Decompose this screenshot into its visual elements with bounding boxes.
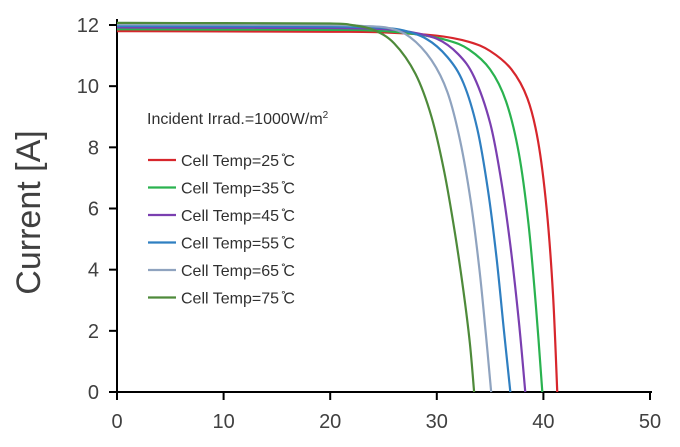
- y-tick-label: 0: [88, 382, 99, 404]
- x-tick-label: 0: [111, 411, 122, 433]
- axes: 0 10 20 30 40 50 0 2 4 6 8 10 12: [77, 15, 661, 433]
- x-tick-label: 40: [532, 411, 554, 433]
- legend-label-2: Cell Temp=35 ̊C: [181, 181, 295, 198]
- irradiance-annotation: Incident Irrad.=1000W/m2: [147, 110, 329, 128]
- y-tick-label: 2: [88, 321, 99, 343]
- y-tick-label: 4: [88, 260, 99, 282]
- x-tick-label: 20: [319, 411, 341, 433]
- x-tick-label: 50: [639, 411, 661, 433]
- legend-label-4: Cell Temp=55 ̊C: [181, 236, 295, 253]
- y-tick-label: 12: [77, 15, 99, 37]
- series-line-1: [116, 30, 559, 393]
- legend-label-3: Cell Temp=45 ̊C: [181, 208, 295, 225]
- legend: Cell Temp=25 ̊C Cell Temp=35 ̊C Cell Temp=…: [148, 153, 295, 308]
- legend-label-1: Cell Temp=25 ̊C: [181, 153, 295, 170]
- annotation-text: Incident Irrad.=1000W/m: [147, 111, 323, 128]
- series-line-5: [116, 23, 493, 393]
- series-layer: [116, 21, 559, 393]
- legend-label-5: Cell Temp=65 ̊C: [181, 263, 295, 280]
- series-line-2: [116, 28, 544, 393]
- series-line-6: [116, 21, 476, 393]
- y-tick-label: 6: [88, 199, 99, 221]
- series-line-3: [116, 26, 527, 393]
- y-axis-label: Current [A]: [10, 130, 48, 294]
- y-tick-label: 8: [88, 137, 99, 159]
- legend-label-6: Cell Temp=75 ̊C: [181, 291, 295, 308]
- series-line-4: [116, 24, 512, 393]
- x-tick-label: 10: [212, 411, 234, 433]
- annotation-superscript: 2: [323, 110, 329, 121]
- x-tick-label: 30: [426, 411, 448, 433]
- y-tick-label: 10: [77, 76, 99, 98]
